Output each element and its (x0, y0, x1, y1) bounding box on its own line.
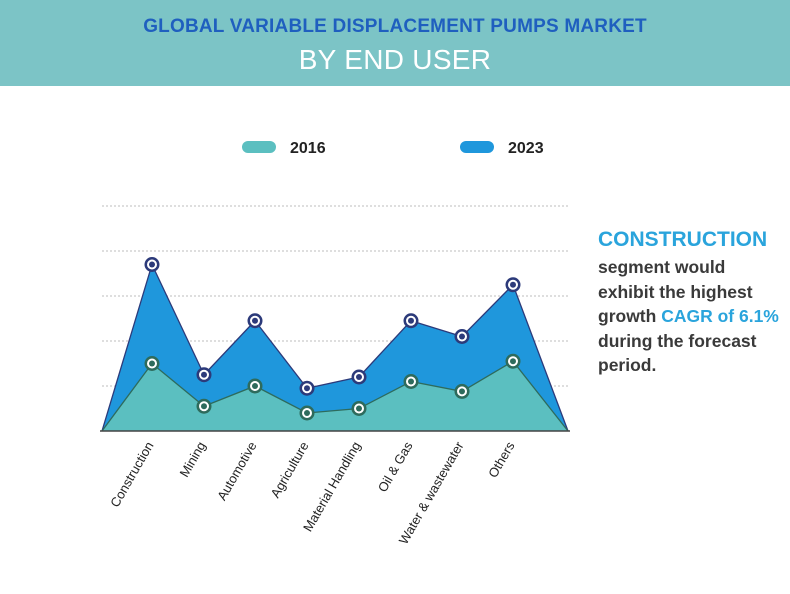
chart-subtitle: BY END USER (298, 44, 492, 75)
side-note-text-1: segment would exhibit the highest growth (598, 257, 753, 326)
side-note-headline: CONSTRUCTION (598, 228, 768, 251)
data-point-dot-2016 (408, 378, 414, 385)
x-tick-label: Mining (176, 439, 208, 480)
data-point-dot-2016 (149, 360, 155, 367)
header-banner: GLOBAL VARIABLE DISPLACEMENT PUMPS MARKE… (0, 0, 790, 86)
data-point-dot-2023 (304, 385, 310, 392)
data-point-dot-2023 (356, 374, 362, 380)
data-point-dot-2016 (252, 383, 258, 389)
chart-title: GLOBAL VARIABLE DISPLACEMENT PUMPS MARKE… (143, 16, 647, 37)
data-point-dot-2023 (459, 333, 465, 340)
data-point-dot-2023 (149, 261, 155, 268)
area-chart: Construction Mining Automotive AgricultureM… (100, 140, 570, 547)
side-note-text-2: during the forecast period. (598, 330, 757, 376)
data-point-dot-2023 (408, 317, 414, 324)
side-note: CONSTRUCTION segment would exhibit the h… (598, 226, 783, 378)
side-note-highlight: CAGR of 6.1% (661, 306, 779, 326)
legend-swatch (242, 141, 276, 153)
x-tick-label: Agriculture (268, 439, 312, 500)
x-tick-label: Automotive (214, 439, 260, 503)
x-tick-label: Material Handling (300, 439, 364, 534)
data-point-dot-2016 (510, 358, 516, 365)
data-point-dot-2023 (201, 371, 207, 378)
x-tick-label: Oil & Gas (375, 439, 416, 495)
legend-label: 2016 (290, 140, 326, 157)
data-point-dot-2023 (252, 317, 258, 324)
series-area-2016 (102, 361, 568, 431)
x-tick-label: Construction (107, 439, 156, 510)
x-tick-label: Others (485, 439, 518, 481)
series-line-2016 (101, 360, 569, 432)
series-line-2023 (101, 262, 569, 432)
data-point-dot-2016 (356, 405, 362, 412)
data-point-dot-2016 (304, 410, 310, 416)
data-point-dot-2016 (459, 388, 465, 395)
data-point-dot-2023 (510, 281, 516, 288)
legend-swatch (460, 141, 494, 153)
legend-label: 2023 (508, 140, 544, 157)
data-point-dot-2016 (201, 403, 207, 410)
